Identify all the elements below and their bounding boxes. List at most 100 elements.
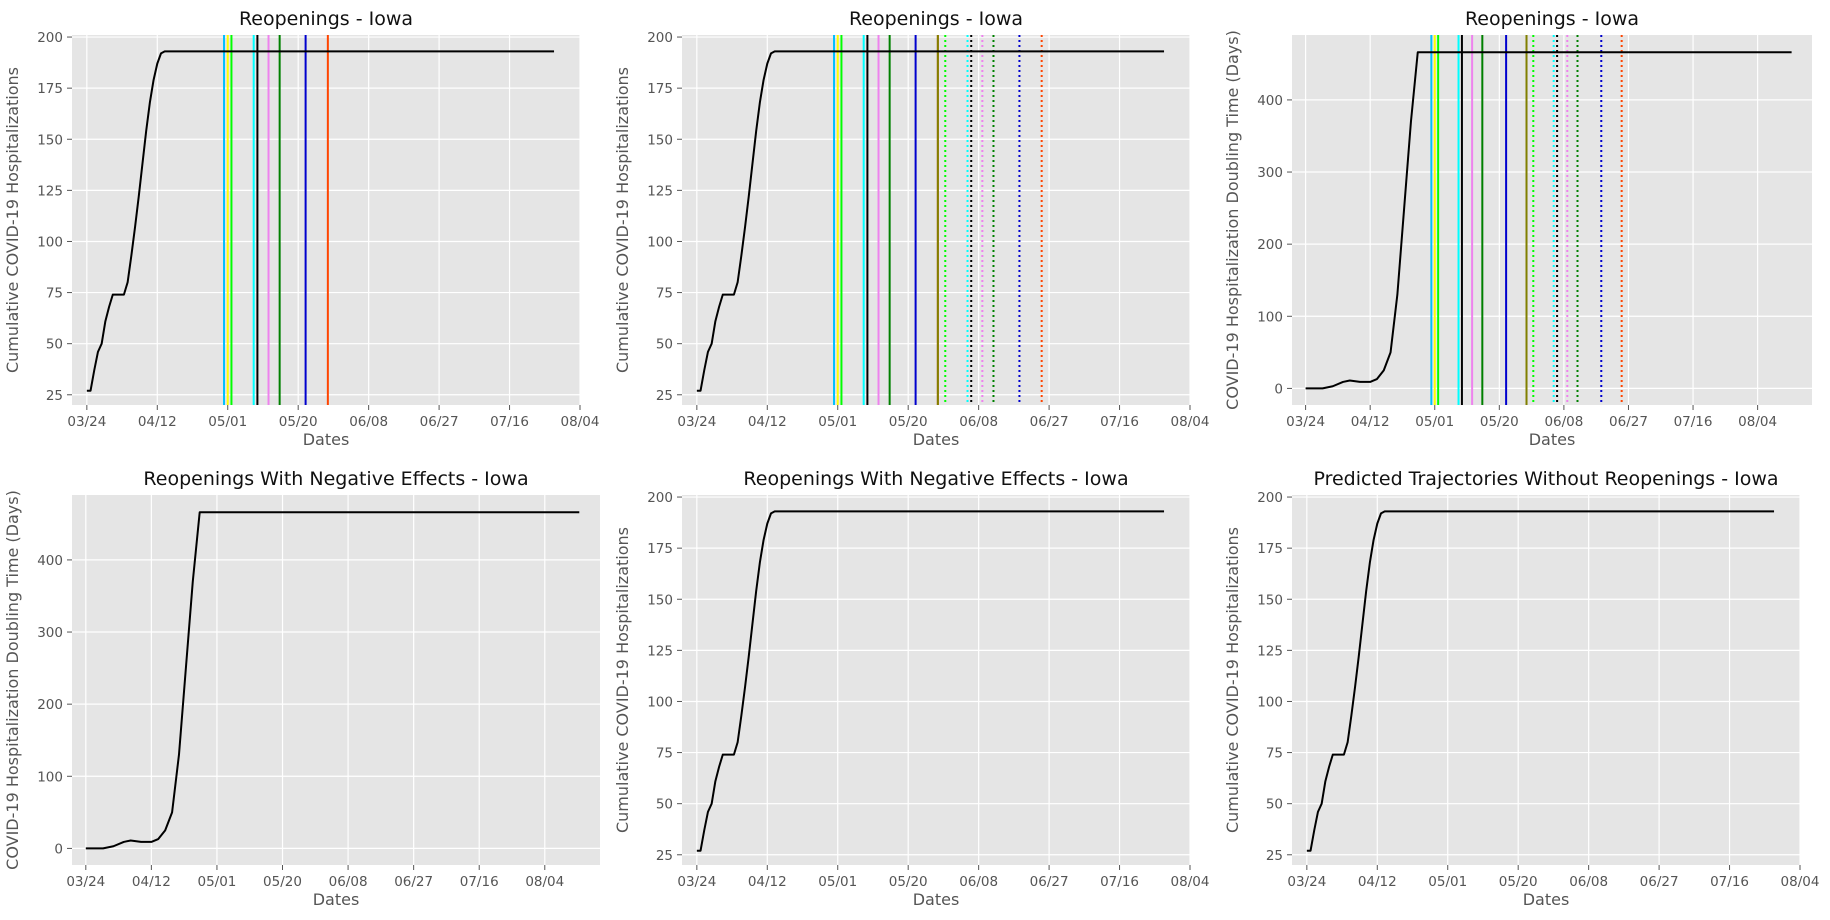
x-tick-label: 03/24 bbox=[677, 874, 716, 890]
x-tick-label: 07/16 bbox=[1100, 414, 1139, 430]
x-tick-label: 06/27 bbox=[1640, 874, 1679, 890]
x-axis-label: Dates bbox=[913, 890, 960, 909]
y-tick-label: 0 bbox=[54, 841, 63, 857]
y-tick-label: 200 bbox=[1257, 490, 1283, 506]
x-tick-label: 03/24 bbox=[1286, 414, 1325, 430]
x-axis-label: Dates bbox=[313, 890, 360, 909]
y-axis-label: Cumulative COVID-19 Hospitalizations bbox=[613, 527, 632, 833]
x-axis-label: Dates bbox=[1529, 430, 1576, 449]
y-axis-label: COVID-19 Hospitalization Doubling Time (… bbox=[3, 490, 22, 870]
y-tick-label: 300 bbox=[37, 625, 63, 641]
x-tick-label: 03/24 bbox=[677, 414, 716, 430]
y-tick-label: 175 bbox=[37, 81, 63, 97]
y-axis-label: Cumulative COVID-19 Hospitalizations bbox=[3, 67, 22, 373]
y-tick-label: 100 bbox=[1257, 309, 1283, 325]
x-tick-label: 07/16 bbox=[1710, 874, 1749, 890]
plot-marks bbox=[1305, 35, 1792, 405]
x-tick-label: 03/24 bbox=[67, 414, 106, 430]
x-axis-label: Dates bbox=[303, 430, 350, 449]
y-tick-label: 125 bbox=[647, 183, 673, 199]
y-tick-label: 200 bbox=[1257, 237, 1283, 253]
x-tick-label: 08/04 bbox=[1738, 414, 1777, 430]
y-tick-label: 200 bbox=[647, 30, 673, 46]
panel-1: 03/24 04/12 05/01 05/20 06/08 06/27 07/16 08/04… bbox=[3, 8, 599, 449]
x-tick-label: 08/04 bbox=[1171, 874, 1210, 890]
chart-title: Reopenings - Iowa bbox=[239, 8, 413, 30]
x-tick-label: 06/08 bbox=[959, 874, 998, 890]
y-tick-label: 100 bbox=[647, 694, 673, 710]
series-line bbox=[696, 50, 1165, 392]
x-tick-label: 08/04 bbox=[1781, 874, 1820, 890]
y-tick-label: 25 bbox=[1266, 848, 1283, 864]
x-tick-label: 08/04 bbox=[525, 874, 564, 890]
y-tick-label: 75 bbox=[46, 286, 63, 302]
y-tick-label: 100 bbox=[647, 234, 673, 250]
y-tick-label: 300 bbox=[1257, 165, 1283, 181]
y-tick-label: 100 bbox=[37, 769, 63, 785]
x-tick-label: 05/20 bbox=[889, 874, 928, 890]
chart-title: Predicted Trajectories Without Reopening… bbox=[1313, 468, 1778, 490]
x-tick-label: 04/12 bbox=[1351, 414, 1390, 430]
x-tick-label: 05/20 bbox=[263, 874, 302, 890]
panel-2: 03/24 04/12 05/01 05/20 06/08 06/27 07/16 08/04… bbox=[613, 8, 1209, 449]
y-tick-label: 25 bbox=[46, 388, 63, 404]
x-tick-label: 05/01 bbox=[197, 874, 236, 890]
series-line bbox=[1306, 510, 1775, 852]
x-tick-label: 05/20 bbox=[889, 414, 928, 430]
x-tick-label: 06/08 bbox=[329, 874, 368, 890]
y-tick-label: 150 bbox=[647, 132, 673, 148]
panel-4: 03/24 04/12 05/01 05/20 06/08 06/27 07/16 08/04… bbox=[3, 468, 600, 909]
y-tick-label: 25 bbox=[656, 388, 673, 404]
x-tick-label: 05/01 bbox=[208, 414, 247, 430]
x-axis-label: Dates bbox=[913, 430, 960, 449]
y-tick-label: 75 bbox=[656, 746, 673, 762]
y-tick-label: 100 bbox=[1257, 694, 1283, 710]
x-tick-label: 07/16 bbox=[460, 874, 499, 890]
y-tick-label: 100 bbox=[37, 234, 63, 250]
plot-area bbox=[682, 35, 1190, 405]
y-tick-label: 150 bbox=[37, 132, 63, 148]
series-line bbox=[1305, 51, 1792, 390]
y-tick-label: 150 bbox=[647, 592, 673, 608]
series-line bbox=[696, 510, 1165, 852]
y-tick-label: 175 bbox=[647, 541, 673, 557]
x-tick-label: 03/24 bbox=[1287, 874, 1326, 890]
y-tick-label: 150 bbox=[1257, 592, 1283, 608]
plot-marks bbox=[1306, 510, 1775, 852]
y-tick-label: 200 bbox=[37, 30, 63, 46]
plot-area bbox=[682, 495, 1190, 865]
y-tick-label: 50 bbox=[46, 337, 63, 353]
x-tick-label: 06/27 bbox=[1030, 874, 1069, 890]
x-tick-label: 05/01 bbox=[818, 874, 857, 890]
chart-title: Reopenings - Iowa bbox=[1465, 8, 1639, 30]
y-tick-label: 125 bbox=[647, 643, 673, 659]
x-tick-label: 04/12 bbox=[748, 874, 787, 890]
plot-area bbox=[72, 495, 600, 865]
x-tick-label: 07/16 bbox=[1100, 874, 1139, 890]
x-axis-label: Dates bbox=[1523, 890, 1570, 909]
x-tick-label: 04/12 bbox=[1358, 874, 1397, 890]
y-tick-label: 50 bbox=[656, 337, 673, 353]
panel-6: 03/24 04/12 05/01 05/20 06/08 06/27 07/16 08/04… bbox=[1223, 468, 1819, 909]
y-tick-label: 400 bbox=[37, 553, 63, 569]
x-tick-label: 07/16 bbox=[1674, 414, 1713, 430]
y-tick-label: 0 bbox=[1274, 381, 1283, 397]
plot-marks bbox=[86, 35, 555, 405]
x-tick-label: 04/12 bbox=[132, 874, 171, 890]
plot-area bbox=[1292, 35, 1812, 405]
x-tick-label: 06/08 bbox=[959, 414, 998, 430]
plot-marks bbox=[696, 35, 1165, 405]
plot-area bbox=[1292, 495, 1800, 865]
y-tick-label: 75 bbox=[656, 286, 673, 302]
panel-5: 03/24 04/12 05/01 05/20 06/08 06/27 07/16 08/04… bbox=[613, 468, 1209, 909]
x-tick-label: 05/01 bbox=[1415, 414, 1454, 430]
x-tick-label: 05/20 bbox=[279, 414, 318, 430]
x-tick-label: 06/08 bbox=[1544, 414, 1583, 430]
x-tick-label: 06/27 bbox=[394, 874, 433, 890]
series-line bbox=[85, 511, 580, 850]
y-tick-label: 50 bbox=[1266, 797, 1283, 813]
x-tick-label: 05/20 bbox=[1480, 414, 1519, 430]
plot-marks bbox=[696, 510, 1165, 852]
x-tick-label: 05/01 bbox=[1428, 874, 1467, 890]
